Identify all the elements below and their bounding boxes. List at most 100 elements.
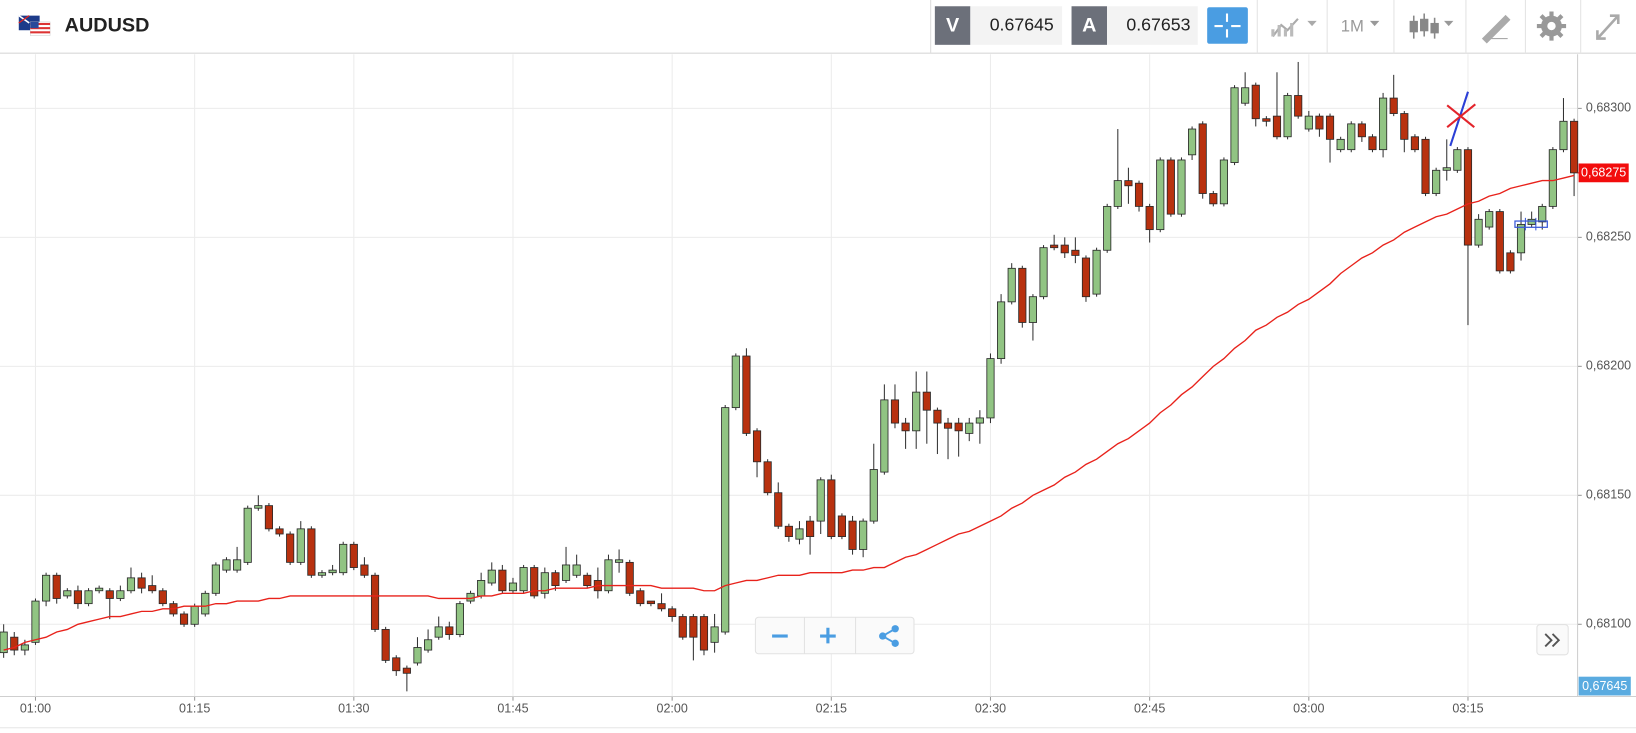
buy-price-box[interactable] xyxy=(1107,6,1198,45)
candle-body xyxy=(201,592,210,615)
bid-badge-label: 0,67645 xyxy=(1582,679,1627,693)
candle-body xyxy=(806,520,815,537)
share-button[interactable] xyxy=(879,625,899,647)
crosshair-button[interactable] xyxy=(1207,7,1248,44)
candle-body xyxy=(561,564,571,581)
candle-body xyxy=(413,647,422,664)
scroll-end-button[interactable] xyxy=(1536,624,1569,656)
candle-body xyxy=(1474,218,1483,246)
candle-body xyxy=(243,507,252,563)
candle-body xyxy=(572,564,581,576)
candle-body xyxy=(869,469,878,522)
candle-body xyxy=(264,505,273,530)
candle-body xyxy=(498,569,507,592)
candle-body xyxy=(148,585,157,592)
candle-body xyxy=(540,572,549,594)
candle-body xyxy=(339,543,348,574)
candle-body xyxy=(1495,211,1504,272)
flag-stripe xyxy=(30,22,51,26)
y-tick-label: 0,68250 xyxy=(1586,230,1631,244)
candle-body xyxy=(1368,136,1377,151)
candle-body xyxy=(1325,115,1335,140)
candle-body xyxy=(1294,95,1303,117)
candle-body xyxy=(551,572,560,587)
dropdown-arrow xyxy=(1307,20,1317,27)
candle-body xyxy=(646,600,655,605)
candle-body xyxy=(784,525,793,537)
candle-body xyxy=(1028,296,1037,323)
rectangle-drawing[interactable] xyxy=(1514,220,1548,228)
candle-body xyxy=(95,587,104,592)
candle-body xyxy=(1527,218,1536,225)
buy-button[interactable] xyxy=(1071,6,1108,45)
y-tick-label: 0,68300 xyxy=(1586,101,1631,115)
timeframe[interactable]: 1M xyxy=(1341,17,1364,36)
candle-body xyxy=(1304,115,1313,130)
symbol[interactable]: AUDUSD xyxy=(65,14,150,36)
trend-line-drawing[interactable] xyxy=(1449,91,1470,147)
candle-icon xyxy=(1409,20,1418,33)
sell-price: 0.67645 xyxy=(990,15,1054,35)
user-drawings xyxy=(1446,91,1548,231)
candle-icon xyxy=(1430,22,1439,34)
crosshair-icon xyxy=(1214,13,1241,38)
candle-body xyxy=(402,667,411,674)
header: AUDUSD V 0.67645 A 0.67653 1M xyxy=(0,0,1636,54)
candle-style-button[interactable] xyxy=(1409,13,1454,39)
candle-body xyxy=(1357,123,1366,138)
candle-body xyxy=(84,590,93,605)
candle-icon xyxy=(1420,18,1429,32)
candle-body xyxy=(317,572,327,576)
candle-body xyxy=(392,657,401,672)
zoom-toolbar xyxy=(754,616,1569,656)
candle-body xyxy=(1007,267,1016,303)
candle-body xyxy=(901,422,910,432)
bars-icon xyxy=(1271,22,1294,37)
candle-body xyxy=(625,561,634,594)
settings-button[interactable] xyxy=(1536,11,1567,41)
candle-body xyxy=(381,629,390,661)
candle-body xyxy=(997,301,1006,360)
candle-body xyxy=(275,528,284,535)
candle-body xyxy=(1315,115,1324,130)
gear-hole xyxy=(1547,21,1556,31)
scroll-end-icon xyxy=(1544,633,1561,648)
candle-body xyxy=(710,626,719,643)
y-tick-label: 0,68150 xyxy=(1586,488,1631,502)
cross-drawing[interactable] xyxy=(1446,103,1476,129)
candle-body xyxy=(943,422,953,429)
dropdown-arrow xyxy=(1444,20,1454,27)
candle-body xyxy=(10,636,19,651)
candle-body xyxy=(1124,180,1133,187)
candle-body xyxy=(1092,249,1101,295)
x-tick-label: 01:00 xyxy=(20,701,51,715)
candle-body xyxy=(1177,159,1186,215)
candle-body xyxy=(328,569,337,574)
sell-button[interactable] xyxy=(934,6,971,45)
candle-body xyxy=(530,567,539,597)
candle-body xyxy=(434,626,443,638)
candle-body xyxy=(1188,128,1197,156)
candle-body xyxy=(0,631,8,654)
candle-body xyxy=(933,409,942,424)
candle-body xyxy=(657,603,666,610)
draw-tool-icon[interactable] xyxy=(1481,14,1511,44)
fullscreen-icon[interactable] xyxy=(1596,14,1620,40)
zoom-in-button[interactable] xyxy=(820,627,836,644)
x-tick-label: 02:00 xyxy=(657,701,688,715)
candle-body xyxy=(1103,205,1112,251)
candle-body xyxy=(190,605,199,625)
candle-body xyxy=(211,564,220,594)
candle-body xyxy=(1336,138,1345,151)
x-tick-label: 02:30 xyxy=(975,701,1006,715)
candle-body xyxy=(583,574,592,587)
candle-body xyxy=(487,569,496,584)
y-tick-label: 0,68200 xyxy=(1586,359,1631,373)
x-tick-label: 03:00 xyxy=(1293,701,1324,715)
sell-price-box[interactable] xyxy=(970,6,1063,45)
candle-body xyxy=(965,422,974,434)
candle-body xyxy=(1219,159,1228,205)
chart-type-button[interactable] xyxy=(1271,18,1317,38)
candle-body xyxy=(678,616,687,638)
share-link xyxy=(882,627,896,645)
